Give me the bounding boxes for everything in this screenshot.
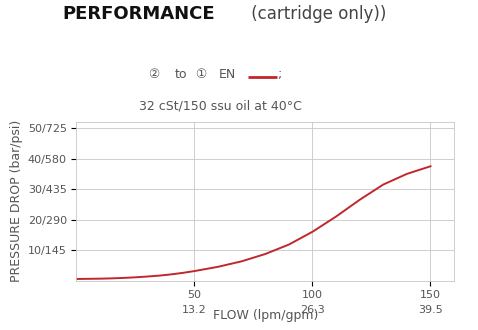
Text: ②: ②: [148, 68, 160, 81]
Text: to: to: [174, 68, 187, 81]
Text: EN: EN: [219, 68, 236, 81]
Text: 13.2: 13.2: [182, 305, 207, 315]
Text: FLOW (lpm/gpm): FLOW (lpm/gpm): [213, 309, 318, 322]
Text: PERFORMANCE: PERFORMANCE: [62, 5, 215, 23]
Text: (cartridge only)): (cartridge only)): [246, 5, 387, 23]
Text: ①: ①: [195, 68, 206, 81]
Text: 39.5: 39.5: [418, 305, 443, 315]
Text: 26.3: 26.3: [300, 305, 325, 315]
Y-axis label: PRESSURE DROP (bar/psi): PRESSURE DROP (bar/psi): [11, 120, 23, 282]
Text: ;: ;: [278, 68, 282, 81]
Text: 32 cSt/150 ssu oil at 40°C: 32 cSt/150 ssu oil at 40°C: [139, 99, 302, 112]
